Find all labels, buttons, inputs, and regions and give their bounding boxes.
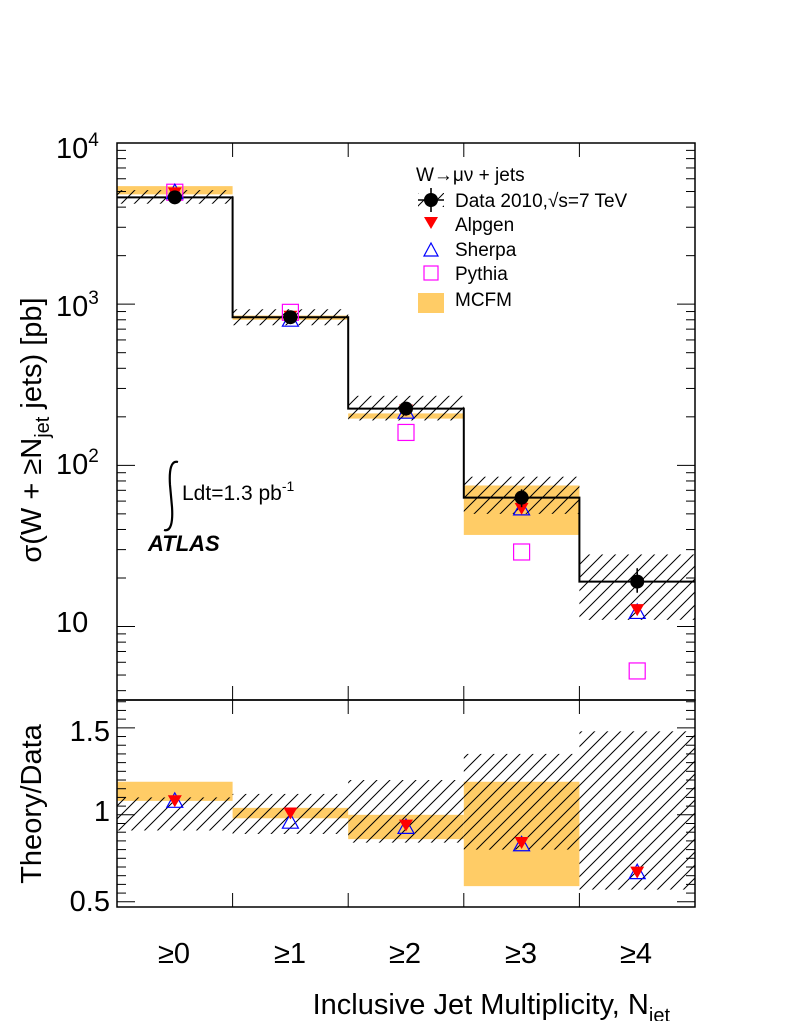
- bottom-y-axis-title: Theory/Data: [16, 723, 48, 883]
- pythia-marker-2: [397, 423, 415, 442]
- legend-mcfm-swatch: [418, 293, 444, 313]
- ratio-syst-band-4: [579, 731, 695, 890]
- xtick-label-4: ≥4: [620, 938, 652, 970]
- data-point-2: [399, 401, 413, 416]
- legend-sherpa-label: Sherpa: [455, 240, 517, 261]
- ytick-label-1e4: 104: [56, 130, 99, 165]
- top-y-axis-title: σ(W + ≥Njet jets) [pb]: [16, 297, 54, 562]
- x-axis-title: Inclusive Jet Multiplicity, Njet: [313, 989, 671, 1021]
- top-data-step: [117, 196, 695, 583]
- data-step-line: [117, 196, 695, 583]
- data-point-4: [630, 574, 645, 589]
- data-point-0: [167, 190, 182, 205]
- ratio-syst-band-2: [348, 780, 464, 843]
- ratio-alpgen-marker-1: [283, 807, 298, 820]
- ratio-mcfm-band-0: [117, 781, 233, 801]
- alpgen-marker-3: [514, 502, 529, 515]
- legend-data-marker: [418, 188, 444, 212]
- ratio-alpgen-marker-2: [399, 819, 413, 832]
- data-point-1: [283, 310, 298, 325]
- ratio-ytick-0.5: 0.5: [70, 886, 110, 918]
- ratio-alpgen-marker-3: [514, 837, 529, 849]
- ytick-label-1e3: 103: [56, 288, 99, 323]
- ratio-alpgen-marker-4: [630, 866, 645, 879]
- lumi-text: Ldt=1.3 pb-1: [182, 478, 295, 505]
- legend-alpgen-marker: [424, 217, 438, 229]
- xtick-label-3: ≥3: [505, 938, 537, 970]
- legend-pythia-marker: [423, 265, 439, 281]
- pythia-marker-3: [512, 543, 531, 561]
- sherpa-marker-4: [628, 602, 647, 620]
- alpgen-marker-4: [630, 604, 645, 617]
- integral-sign-icon: [163, 460, 179, 532]
- bottom-markers: [165, 791, 647, 880]
- legend-alpgen-label: Alpgen: [455, 215, 514, 236]
- atlas-label: ATLAS: [147, 531, 220, 556]
- legend-title: W→μν + jets: [416, 165, 525, 186]
- ratio-syst-band-3: [463, 753, 580, 850]
- ratio-alpgen-marker-0: [167, 795, 182, 808]
- pythia-marker-4: [628, 662, 646, 680]
- xtick-label-0: ≥0: [158, 938, 190, 970]
- legend-data-label: Data 2010,√s=7 TeV: [455, 191, 628, 212]
- legend: W→μν + jets Data 2010,√s=7 TeV Alpgen Sh…: [416, 165, 628, 313]
- ytick-label-1e2: 102: [56, 446, 99, 481]
- ratio-ytick-1: 1: [94, 796, 110, 828]
- top-markers: [165, 182, 647, 680]
- xtick-label-2: ≥2: [389, 938, 421, 970]
- ytick-label-10: 10: [56, 607, 88, 639]
- legend-mcfm-label: MCFM: [455, 290, 512, 311]
- axes: [117, 142, 695, 907]
- ratio-ytick-1.5: 1.5: [70, 716, 110, 748]
- ratio-sherpa-marker-2: [396, 817, 416, 834]
- bottom-frame: [116, 699, 696, 908]
- bottom-syst-hatch: [117, 731, 695, 890]
- ratio-sherpa-marker-3: [512, 835, 531, 852]
- data-point-3: [514, 490, 529, 505]
- ratio-sherpa-marker-1: [281, 812, 300, 829]
- xtick-label-1: ≥1: [274, 938, 306, 970]
- legend-sherpa-marker: [422, 241, 440, 257]
- legend-pythia-label: Pythia: [455, 264, 508, 285]
